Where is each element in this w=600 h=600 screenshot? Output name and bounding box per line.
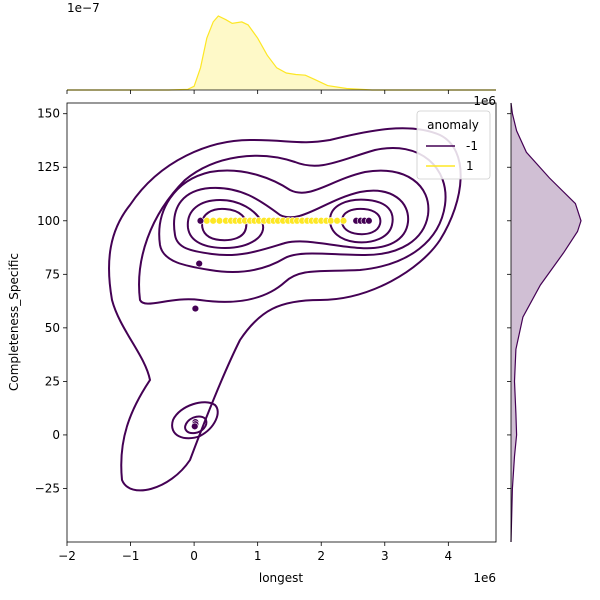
scatter-point — [365, 217, 373, 225]
scatter-point — [191, 422, 199, 431]
main-plot: −2 −1 0 1 2 3 4 −25 0 25 50 75 100 125 150 longest Co… — [7, 94, 497, 585]
kde-contour-level-2 — [138, 147, 447, 305]
scatter-point — [196, 217, 205, 225]
scatter-point — [327, 217, 335, 225]
x-tick-label: −1 — [122, 549, 140, 563]
legend-label-1: 1 — [466, 159, 474, 173]
kde-contour-level-3 — [158, 169, 430, 273]
x-axis-ticks: −2 −1 0 1 2 3 4 — [58, 542, 452, 563]
legend-title: anomaly — [427, 118, 479, 132]
y-axis-ticks: −25 0 25 50 75 100 125 150 — [35, 107, 67, 495]
x-offset-label-top: 1e6 — [473, 94, 496, 108]
scatter-point — [203, 217, 211, 225]
y-axis-label: Completeness_Specific — [7, 253, 21, 391]
scatter-point — [209, 217, 217, 225]
top-marginal-density-line — [67, 15, 496, 91]
kde-contour-level-4 — [173, 186, 410, 257]
x-tick-label: 0 — [190, 549, 198, 563]
right-marginal-ticks — [507, 113, 511, 489]
y-tick-label: 75 — [45, 267, 60, 281]
y-tick-label: 0 — [52, 428, 60, 442]
x-tick-label: 3 — [381, 549, 389, 563]
kde-contour-level-6 — [328, 198, 394, 244]
scatter-series-1 — [203, 217, 348, 225]
right-marginal-density-line — [510, 102, 582, 543]
scatter-point — [339, 217, 348, 225]
kde-contour-level-8 — [340, 207, 382, 236]
y-tick-label: 150 — [37, 107, 60, 121]
y-tick-label: 50 — [45, 321, 60, 335]
right-marginal-density-fill — [511, 103, 581, 542]
y-tick-label: −25 — [35, 481, 60, 495]
scatter-series-neg1 — [191, 217, 373, 431]
kde-contour-small-outer — [171, 401, 219, 440]
kde-contour-level-7 — [200, 207, 248, 242]
y-tick-label: 125 — [37, 160, 60, 174]
scatter-point — [333, 217, 341, 225]
kde-contour-small-inner — [184, 415, 208, 435]
legend-box — [416, 110, 491, 180]
x-tick-label: 4 — [445, 549, 453, 563]
x-offset-label-bottom: 1e6 — [473, 571, 496, 585]
scatter-point — [195, 259, 203, 268]
x-tick-label: −2 — [58, 549, 76, 563]
top-marginal-density-fill — [67, 16, 496, 90]
kde-contours — [108, 127, 462, 492]
legend: anomaly -1 1 — [416, 110, 491, 180]
scatter-point — [191, 304, 200, 313]
x-tick-label: 1 — [254, 549, 262, 563]
x-tick-label: 2 — [317, 549, 325, 563]
top-marginal-panel: 1e−7 — [66, 1, 496, 94]
legend-label-neg1: -1 — [466, 139, 478, 153]
kde-contour-level-1 — [108, 127, 462, 492]
main-plot-frame — [66, 102, 497, 543]
scatter-point — [215, 217, 224, 225]
y-tick-label: 100 — [37, 214, 60, 228]
top-marginal-ticks — [66, 90, 449, 94]
x-axis-label: longest — [259, 571, 304, 585]
right-marginal-panel — [507, 102, 582, 543]
top-marginal-offset-label: 1e−7 — [67, 1, 100, 15]
y-tick-label: 25 — [45, 374, 60, 388]
